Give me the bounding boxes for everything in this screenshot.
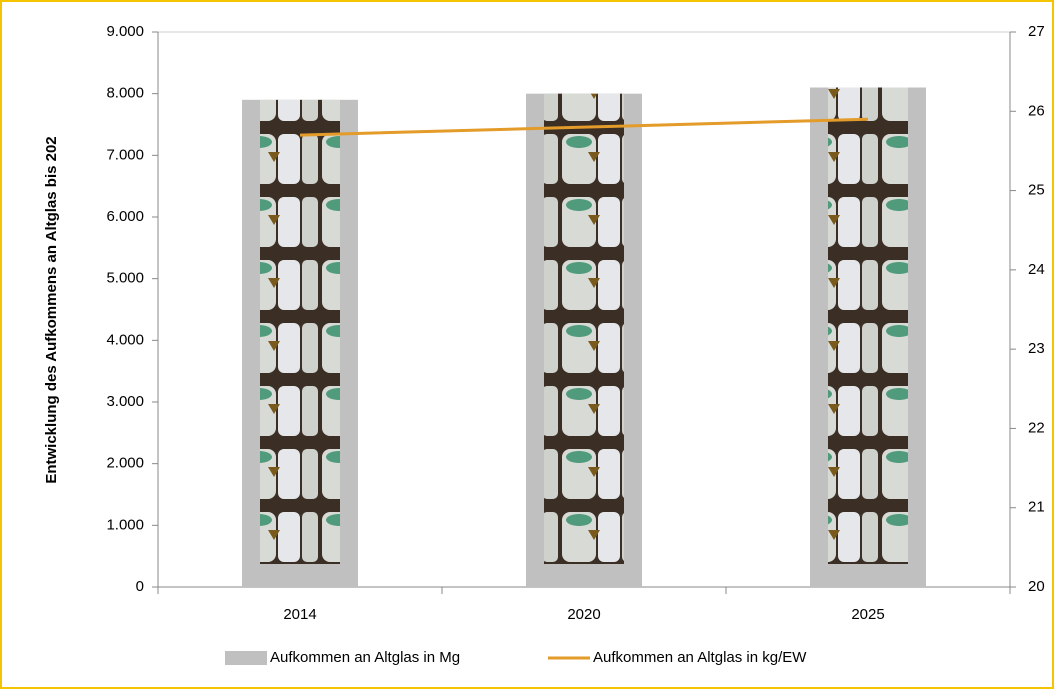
y2-tick-label: 20 xyxy=(1028,578,1045,595)
y-tick-label: 7.000 xyxy=(106,146,144,163)
y-tick-label: 1.000 xyxy=(106,516,144,533)
y2-tick-label: 22 xyxy=(1028,419,1045,436)
y-tick-label: 9.000 xyxy=(106,23,144,40)
y-tick-label: 2.000 xyxy=(106,455,144,472)
y-tick-label: 5.000 xyxy=(106,270,144,287)
y2-tick-label: 21 xyxy=(1028,499,1045,516)
y2-tick-label: 25 xyxy=(1028,182,1045,199)
y2-tick-label: 26 xyxy=(1028,102,1045,119)
x-tick-label: 2014 xyxy=(283,606,316,623)
y2-tick-label: 27 xyxy=(1028,23,1045,40)
line xyxy=(299,117,869,137)
bar-image xyxy=(828,87,908,564)
bar-image xyxy=(544,93,624,565)
x-tick-label: 2025 xyxy=(851,606,884,623)
bar-image xyxy=(260,99,340,564)
y-axis-title: Entwicklung des Aufkommens an Altglas bi… xyxy=(43,136,60,483)
legend-label: Aufkommen an Altglas in Mg xyxy=(270,649,460,666)
y2-tick-label: 24 xyxy=(1028,261,1045,278)
y-tick-label: 8.000 xyxy=(106,85,144,102)
y-tick-label: 4.000 xyxy=(106,331,144,348)
x-tick-label: 2020 xyxy=(567,606,600,623)
y-tick-label: 0 xyxy=(136,578,144,595)
legend-swatch xyxy=(225,651,267,665)
y-tick-label: 3.000 xyxy=(106,393,144,410)
legend-label: Aufkommen an Altglas in kg/EW xyxy=(593,649,807,666)
y-tick-label: 6.000 xyxy=(106,208,144,225)
y2-tick-label: 23 xyxy=(1028,340,1045,357)
